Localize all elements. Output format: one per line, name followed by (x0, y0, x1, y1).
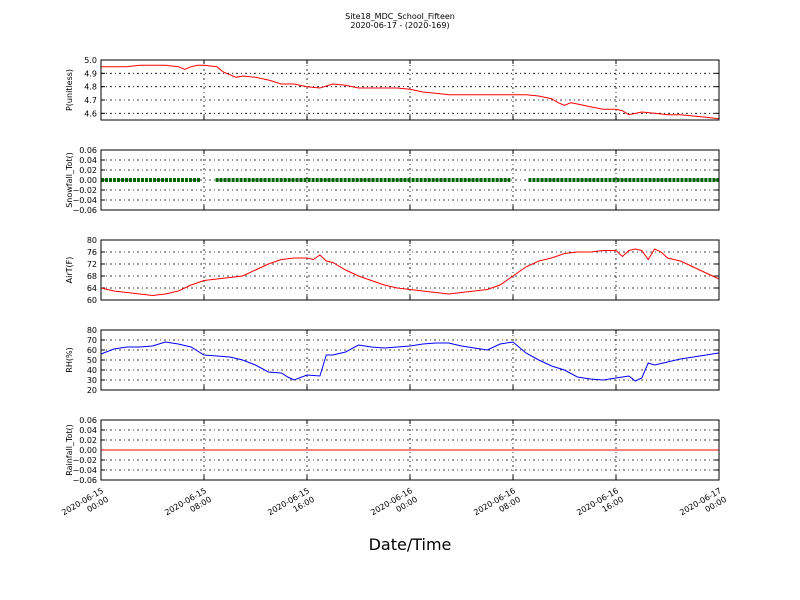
y-tick-label: 0.00 (79, 446, 97, 455)
chart-title: Site18_MDC_School_Fifteen (345, 12, 455, 21)
y-tick-label: 0.04 (79, 426, 97, 435)
chart-subtitle: 2020-06-17 - (2020-169) (350, 21, 449, 30)
series-pressure (101, 64, 720, 120)
y-tick-label: 80 (87, 236, 97, 245)
y-tick-label: 80 (87, 326, 97, 335)
x-axis-label: Date/Time (369, 535, 452, 554)
panel-frame (100, 149, 720, 211)
y-tick-label: 4.6 (84, 109, 97, 118)
panel-pressure: 4.6 4.7 4.8 4.9 5.0 P(unitless) (65, 56, 720, 121)
y-tick-label: −0.04 (72, 466, 97, 475)
series-air_temp (100, 248, 720, 297)
y-tick-label: 0.00 (79, 176, 97, 185)
y-tick-label: −0.02 (72, 456, 97, 465)
panel-rainfall: −0.06−0.04−0.020.000.020.040.06 Rainfall_… (65, 416, 720, 485)
y-tick-label: 0.06 (79, 416, 97, 425)
y-axis-label: Snowfall_Tot() (65, 152, 74, 208)
y-tick-label: 0.02 (79, 166, 97, 175)
y-tick-label: 0.02 (79, 436, 97, 445)
chart-panels: 4.64.74.84.95.0P(unitless)−0.06−0.04−0.0… (65, 56, 720, 485)
y-tick-label: 60 (87, 296, 97, 305)
panel-frame (100, 59, 720, 121)
y-tick-label: 72 (87, 260, 97, 269)
y-axis-label: RH(%) (65, 347, 74, 372)
y-tick-label: 60 (87, 346, 97, 355)
y-tick-label: 30 (87, 376, 97, 385)
panel-air_temp: 60 64 68 72 76 80 AirT(F) (65, 236, 720, 305)
y-axis-label: AirT(F) (65, 257, 74, 284)
panel-snowfall: −0.06−0.04−0.020.000.020.040.06 Snowfall_… (65, 146, 720, 215)
y-axis-label: P(unitless) (65, 69, 74, 111)
panel-frame (100, 329, 720, 391)
y-tick-label: 64 (87, 284, 97, 293)
y-tick-label: 68 (87, 272, 97, 281)
y-tick-label: 70 (87, 336, 97, 345)
y-tick-label: 0.04 (79, 156, 97, 165)
series-rh (100, 341, 720, 382)
y-tick-label: 0.06 (79, 146, 97, 155)
y-tick-label: 4.7 (84, 96, 97, 105)
y-axis-label: Rainfall_Tot() (65, 424, 74, 476)
y-tick-label: −0.02 (72, 186, 97, 195)
panel-frame (100, 419, 720, 481)
y-tick-label: 4.9 (84, 69, 97, 78)
y-tick-label: 4.8 (84, 83, 97, 92)
y-tick-label: −0.06 (72, 206, 97, 215)
y-tick-label: −0.04 (72, 196, 97, 205)
panel-frame (100, 239, 720, 301)
y-tick-label: 5.0 (84, 56, 97, 65)
y-tick-label: 20 (87, 386, 97, 395)
y-tick-label: −0.06 (72, 476, 97, 485)
y-tick-label: 50 (87, 356, 97, 365)
y-tick-label: 76 (87, 248, 97, 257)
y-tick-label: 40 (87, 366, 97, 375)
